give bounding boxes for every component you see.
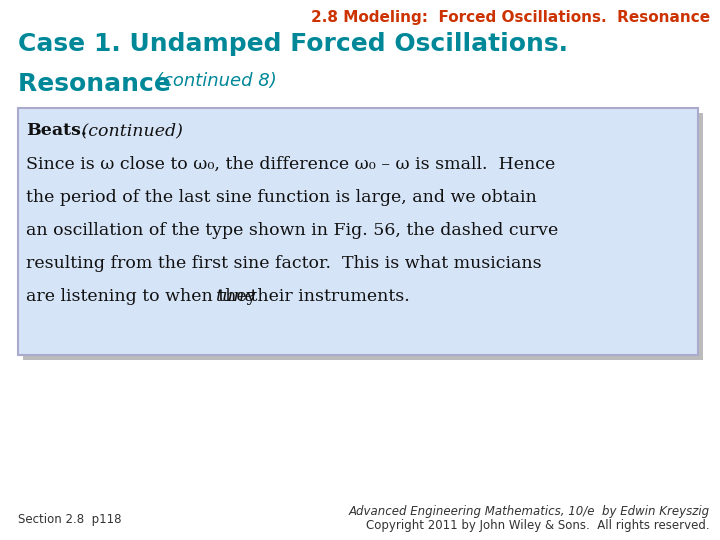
Text: (continued 8): (continued 8) — [156, 72, 276, 90]
Text: are listening to when they: are listening to when they — [26, 288, 262, 305]
Text: Beats.: Beats. — [26, 122, 87, 139]
Text: the period of the last sine function is large, and we obtain: the period of the last sine function is … — [26, 189, 536, 206]
Text: tune: tune — [215, 288, 255, 305]
Text: Copyright 2011 by John Wiley & Sons.  All rights reserved.: Copyright 2011 by John Wiley & Sons. All… — [366, 519, 710, 532]
Text: Resonance: Resonance — [18, 72, 179, 96]
Text: resulting from the first sine factor.  This is what musicians: resulting from the first sine factor. Th… — [26, 255, 541, 272]
Text: their instruments.: their instruments. — [245, 288, 410, 305]
Text: an oscillation of the type shown in Fig. 56, the dashed curve: an oscillation of the type shown in Fig.… — [26, 222, 558, 239]
Text: (continued): (continued) — [76, 122, 183, 139]
Text: 2.8 Modeling:  Forced Oscillations.  Resonance: 2.8 Modeling: Forced Oscillations. Reson… — [311, 10, 710, 25]
FancyBboxPatch shape — [23, 113, 703, 360]
Text: Since is ω close to ω₀, the difference ω₀ – ω is small.  Hence: Since is ω close to ω₀, the difference ω… — [26, 156, 555, 173]
Text: Advanced Engineering Mathematics, 10/e  by Edwin Kreyszig: Advanced Engineering Mathematics, 10/e b… — [349, 505, 710, 518]
Text: Case 1. Undamped Forced Oscillations.: Case 1. Undamped Forced Oscillations. — [18, 32, 568, 56]
Text: Section 2.8  p118: Section 2.8 p118 — [18, 513, 122, 526]
FancyBboxPatch shape — [18, 108, 698, 355]
